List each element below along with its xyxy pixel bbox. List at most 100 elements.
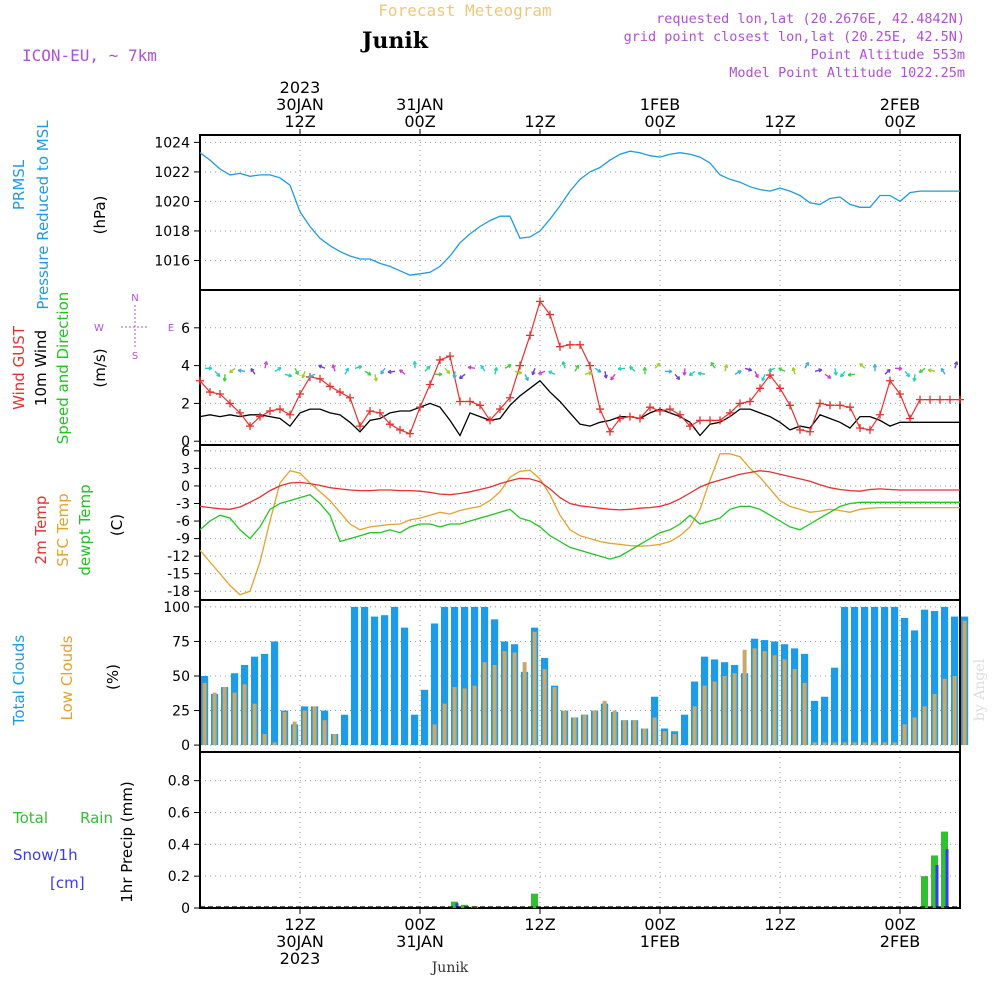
wind-gust-point [836,401,844,410]
y-tick-label: 1020 [154,194,190,210]
wind-label-10m: 10m Wind [32,330,50,406]
clouds-label-low: Low Clouds [58,635,76,720]
wind-gust-point [386,420,394,429]
top-time-label: 12Z [524,112,555,131]
wind-gust-point [356,422,364,431]
bottom-time-label: 30JAN [276,932,324,951]
wind-gust-point [786,401,794,410]
wind-gust-point [906,414,914,423]
top-time-label: 00Z [884,112,915,131]
wind-gust-point [466,397,474,406]
wind-arrow-head [507,364,512,369]
top-time-label: 31JAN [396,95,444,114]
low-clouds-bar [452,687,457,746]
low-clouds-bar [902,724,907,746]
wind-gust-point [886,376,894,385]
low-clouds-bar [802,682,807,746]
wind-gust-point [876,410,884,419]
total-clouds-bar [251,656,259,746]
y-tick-label: 0.4 [168,837,190,853]
compass-rose-icon: N S W E [94,293,174,362]
panel-0: 1016 1018 1020 1022 1024 [154,134,961,291]
low-clouds-bar [502,651,507,746]
rain-bar [451,901,458,908]
low-clouds-bar [602,700,607,746]
low-clouds-bar [312,706,317,746]
low-clouds-bar [572,717,577,746]
low-clouds-bar [622,720,627,746]
wind-gust-point [436,355,444,364]
total-clouds-bar [391,606,399,746]
wind-arrow-head [208,366,213,371]
wind-arrow-head [387,369,392,374]
wind-arrow-head [827,374,832,379]
top-time-label: 12Z [764,112,795,131]
pressure-line [199,150,960,276]
y-tick-label: 25 [172,704,190,720]
wind-arrow-head [676,376,681,381]
wind-arrow-head [840,373,845,378]
panel-2: 63 0-3 -6 -9-12 -15-18 [167,444,961,601]
compass-w: W [94,323,104,334]
total-clouds-bar [931,611,939,746]
wind-arrow-head [697,371,702,376]
wind-arrow-head [597,368,602,373]
low-clouds-bar [792,669,797,746]
total-clouds-bar [451,606,459,746]
y-tick-label: 2 [181,396,190,412]
total-clouds-bar [861,606,869,746]
precip-ylabel: 1hr Precip (mm) [118,781,136,902]
y-tick-label: -15 [167,567,190,583]
wind-gust-point [266,406,274,415]
panel-4: 0 0.2 0.4 0.6 0.8 [168,751,961,917]
total-clouds-bar [441,606,449,746]
wind-gust-point [296,389,304,398]
wind-gust-point [376,408,384,417]
wind-arrow-head [710,361,715,366]
y-tick-label: 4 [181,359,190,375]
low-clouds-bar [962,620,967,746]
low-clouds-bar [942,678,947,746]
wind-gust-point [696,416,704,425]
wind-gust-point [316,374,324,383]
pressure-label-prmsl: PRMSL [10,159,28,210]
wind-gust-point [816,399,824,408]
wind-gust-point [226,399,234,408]
wind-arrow-head [345,367,349,372]
wind-gust-point [446,352,454,361]
temp-label-dewpt: dewpt Temp [76,484,94,575]
wind-arrow-head [493,367,499,371]
y-tick-label: 50 [172,669,190,685]
wind-gust-point [476,401,484,410]
wind-arrow-head [531,371,536,376]
wind-gust-point [406,429,414,438]
low-clouds-bar [702,685,707,746]
low-clouds-bar [922,706,927,746]
low-clouds-bar [732,673,737,746]
wind-arrow-head [688,372,693,377]
panel-1: 0 2 4 6 [181,289,964,450]
wind-arrow-head [229,369,234,374]
low-clouds-bar [222,687,227,746]
low-clouds-bar [322,720,327,746]
low-clouds-bar [242,684,247,746]
wind-arrow-head [610,376,615,381]
wind-gust-point [616,414,624,423]
total-clouds-bar [371,616,379,746]
bottom-time-label: 12Z [524,915,555,934]
wind-gust-point [796,425,804,434]
y-tick-label: 6 [181,321,190,337]
low-clouds-bar [252,703,257,746]
total-clouds-bar [411,714,419,746]
wind-gust-point [366,406,374,415]
wind-arrow-head [617,366,622,371]
total-clouds-bar [351,606,359,746]
wind-arrow-head [301,374,306,379]
y-tick-label: 0 [181,901,190,917]
model-label: ICON-EU, ~ 7km [22,46,157,65]
wind-arrow-head [412,360,417,365]
wind-arrow-head [380,370,385,375]
wind-arrow-head [927,368,932,373]
wind-gust-point [606,427,614,436]
wind-arrow-head [818,368,823,373]
